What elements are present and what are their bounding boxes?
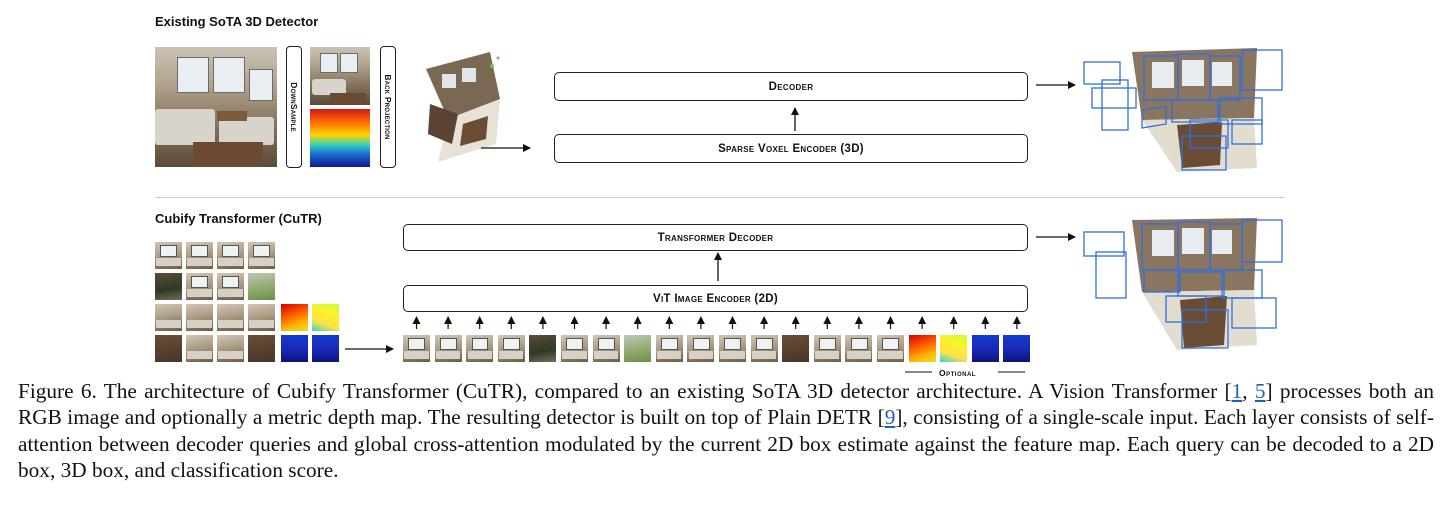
transformer-decoder-block: Transformer Decoder bbox=[403, 224, 1028, 251]
top-3d-detection-output bbox=[1083, 48, 1283, 172]
citation-5-link[interactable]: 5 bbox=[1254, 379, 1266, 403]
downsample-label: DownSample bbox=[289, 82, 299, 132]
downsampled-depth-map bbox=[310, 109, 370, 167]
sparse-voxel-encoder-block: Sparse Voxel Encoder (3D) bbox=[554, 134, 1028, 163]
downsample-block: DownSample bbox=[286, 46, 302, 168]
point-cloud-image bbox=[426, 52, 500, 162]
back-projection-label: Back Projection bbox=[383, 74, 393, 140]
token-tile bbox=[655, 335, 683, 362]
token-tile bbox=[719, 335, 746, 362]
back-projection-block: Back Projection bbox=[380, 46, 396, 168]
input-rgb-image bbox=[155, 47, 277, 167]
bottom-3d-detection-output bbox=[1083, 218, 1283, 350]
citation-9-link[interactable]: 9 bbox=[884, 405, 896, 430]
token-tile bbox=[624, 335, 652, 362]
downsampled-rgb-image bbox=[310, 47, 370, 105]
vit-image-encoder-block: ViT Image Encoder (2D) bbox=[403, 285, 1028, 312]
token-tile bbox=[813, 335, 841, 362]
token-tile bbox=[529, 335, 557, 362]
token-tile bbox=[750, 335, 778, 362]
caption-part-3: ], consisting of a single-scale input. E… bbox=[18, 405, 1434, 482]
section-divider bbox=[155, 197, 1285, 198]
token-tile bbox=[403, 335, 430, 362]
token-tile bbox=[877, 335, 904, 362]
caption-part-2: ] processes both an RGB image and option… bbox=[18, 379, 1435, 430]
caption-part-1: Figure 6. The architecture of Cubify Tra… bbox=[18, 379, 1232, 403]
optional-label: Optional bbox=[939, 368, 976, 378]
bottom-section-title: Cubify Transformer (CuTR) bbox=[155, 211, 322, 226]
token-tile bbox=[940, 335, 968, 362]
token-tile bbox=[1003, 335, 1031, 362]
token-tile bbox=[971, 335, 999, 362]
token-tile bbox=[561, 335, 588, 362]
token-tile bbox=[466, 335, 494, 362]
citation-1-link[interactable]: 1 bbox=[1231, 379, 1243, 403]
top-section-title: Existing SoTA 3D Detector bbox=[155, 14, 319, 29]
decoder-block: Decoder bbox=[554, 72, 1028, 101]
figure-caption: Figure 6. The architecture of Cubify Tra… bbox=[18, 378, 1434, 483]
token-tile bbox=[497, 335, 525, 362]
caption-sep: , bbox=[1242, 379, 1255, 403]
token-tile bbox=[845, 335, 873, 362]
token-tile bbox=[434, 335, 462, 362]
token-tile bbox=[782, 335, 810, 362]
token-tile bbox=[687, 335, 715, 362]
token-tile bbox=[908, 335, 936, 362]
token-tile bbox=[592, 335, 620, 362]
